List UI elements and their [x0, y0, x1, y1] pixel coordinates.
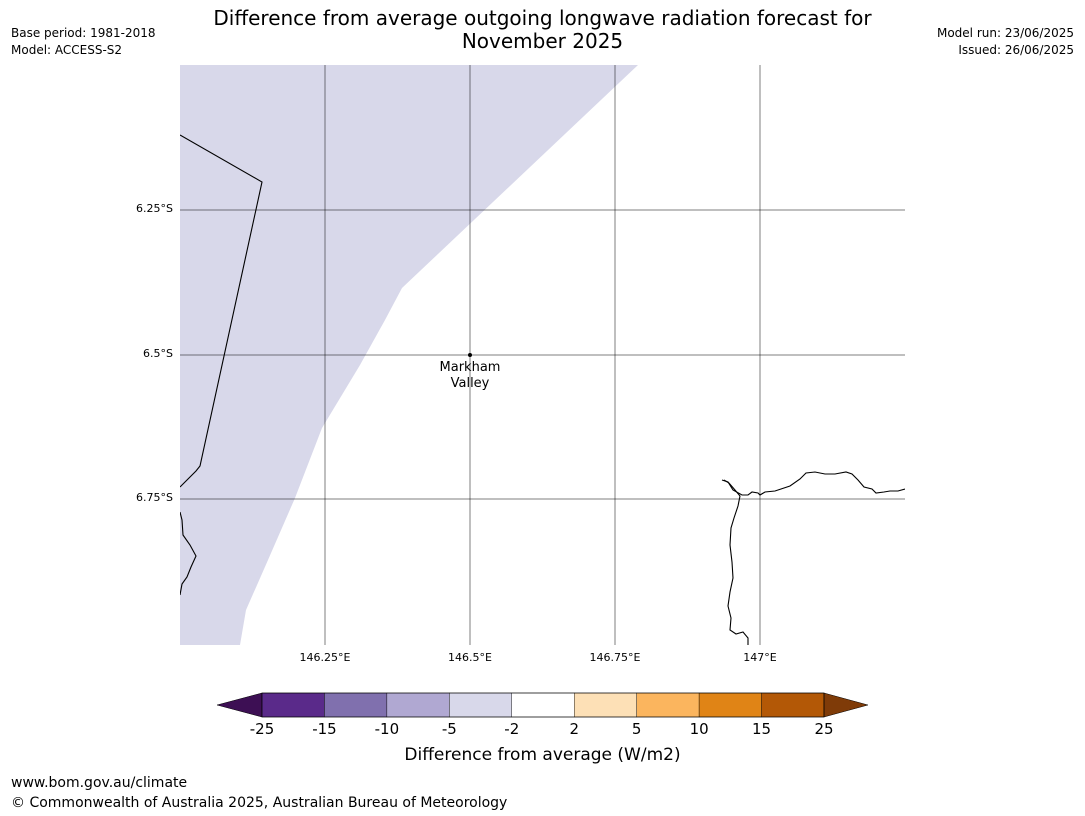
coastline-west	[180, 511, 197, 596]
colorbar-tick-label: -2	[504, 720, 520, 738]
lat-label-6-25: 6.25°S	[136, 202, 173, 215]
colorbar-tick-label: 2	[569, 720, 579, 738]
colorbar-segment	[636, 692, 700, 718]
colorbar-label: Difference from average (W/m2)	[404, 745, 681, 765]
lon-label-146-75: 146.75°E	[589, 651, 641, 664]
footer-url: www.bom.gov.au/climate	[11, 775, 188, 791]
colorbar-segment	[261, 692, 325, 718]
issued-date: Issued: 26/06/2025	[958, 43, 1074, 57]
colorbar-tick-label: 25	[814, 720, 834, 738]
colorbar-segment	[511, 692, 575, 718]
colorbar-tick-label: -15	[312, 720, 337, 738]
colorbar-tick-label: 15	[752, 720, 772, 738]
place-label-line1: Markham	[439, 360, 501, 375]
colorbar-segment	[386, 692, 450, 718]
lon-label-146-25: 146.25°E	[299, 651, 351, 664]
place-label-line2: Valley	[450, 376, 490, 391]
colorbar-segment	[761, 692, 825, 718]
lon-label-147: 147°E	[743, 651, 777, 664]
lat-label-6-5: 6.5°S	[143, 347, 173, 360]
place-label: Markham Valley	[425, 360, 515, 392]
meta-right: Model run: 23/06/2025 Issued: 26/06/2025	[937, 25, 1074, 59]
model-name: Model: ACCESS-S2	[11, 43, 123, 57]
title-line-1: Difference from average outgoing longwav…	[213, 6, 872, 30]
colorbar-over-triangle	[823, 692, 869, 718]
boundary-line	[180, 134, 263, 488]
map-area	[180, 65, 905, 645]
model-run: Model run: 23/06/2025	[936, 26, 1074, 40]
chart-title: Difference from average outgoing longwav…	[180, 7, 905, 53]
meta-left: Base period: 1981-2018 Model: ACCESS-S2	[11, 25, 156, 59]
colorbar-tick-label: -10	[374, 720, 400, 738]
colorbar-tick-label: 5	[631, 720, 642, 738]
coastline-river	[723, 479, 749, 645]
colorbar-segments	[261, 692, 825, 718]
colorbar-segment	[324, 692, 388, 718]
colorbar-tick-label: -25	[249, 720, 275, 738]
colorbar-frame	[261, 692, 825, 718]
coastline-east	[721, 471, 905, 496]
location-marker	[468, 353, 472, 357]
colorbar-segment	[449, 692, 512, 718]
coastlines	[180, 134, 905, 645]
colorbar	[216, 692, 869, 718]
lon-label-146-5: 146.5°E	[448, 651, 492, 664]
title-line-2: November 2025	[461, 29, 624, 53]
lat-label-6-75: 6.75°S	[136, 491, 173, 504]
colorbar-segment	[698, 692, 762, 718]
colorbar-tick-label: 10	[689, 720, 709, 738]
colorbar-segment	[574, 692, 637, 718]
colorbar-under-triangle	[216, 692, 263, 718]
base-period: Base period: 1981-2018	[11, 26, 156, 40]
footer-copyright: © Commonwealth of Australia 2025, Austra…	[11, 795, 508, 811]
colorbar-tick-label: -5	[441, 720, 457, 738]
